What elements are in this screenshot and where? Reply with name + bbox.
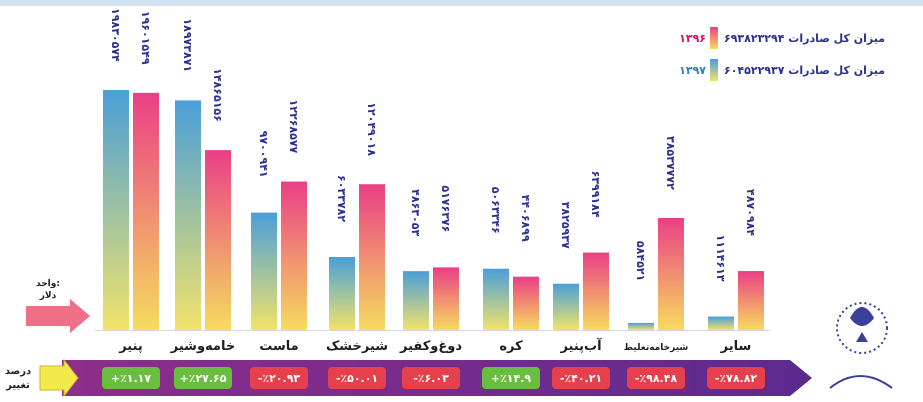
percent-change-label: +٪۱.۱۷ — [111, 372, 152, 385]
value-label-1397: ۹۷۰۰۹۴۱ — [257, 131, 270, 178]
legend-swatch-1396 — [710, 27, 718, 49]
value-label-1396: ۶۳۹۹۱۸۴ — [589, 171, 602, 218]
bar-1397 — [628, 322, 654, 330]
percent-change-badge — [482, 367, 540, 389]
unit-label-line2: دلار — [39, 291, 57, 301]
percent-change-label: -٪۶.۰۳ — [413, 372, 449, 385]
bar-1396 — [433, 267, 459, 330]
bar-1396 — [583, 252, 609, 330]
category-group: ۵۸۴۵۲۱ ۳۸۵۳۷۷۷۲ شیرخامه‌تغلیظ -٪۹۸.۴۸ — [624, 136, 689, 389]
category-group: ۱۹۸۳۰۵۷۴ ۱۹۶۰۱۵۴۹ پنیر +٪۱.۱۷ — [102, 8, 160, 389]
value-label-1396: ۱۴۸۶۵۱۵۶ — [211, 68, 224, 122]
value-label-1396: ۵۱۷۶۳۷۶ — [439, 185, 452, 232]
bar-1397 — [251, 212, 277, 330]
unit-label-line1: واحد: — [36, 279, 60, 289]
bar-1396 — [281, 181, 307, 330]
association-logo — [829, 302, 893, 389]
percent-change-label: -٪۹۸.۴۸ — [635, 372, 678, 385]
value-label-1396: ۴۸۷۰۹۸۴ — [744, 189, 757, 236]
percent-change-badge — [102, 367, 160, 389]
value-label-1396: ۱۲۰۴۹۰۱۸ — [365, 102, 378, 156]
percent-change-badge — [174, 367, 232, 389]
value-label-1397: ۱۹۸۳۰۵۷۴ — [109, 8, 122, 62]
value-label-1397: ۶۰۳۳۷۸۲ — [335, 175, 348, 222]
category-group: ۱۱۱۴۶۱۳ ۴۸۷۰۹۸۴ سایر -٪۷۸.۸۲ — [707, 189, 765, 389]
category-label: شیرخامه‌تغلیظ — [624, 343, 689, 353]
value-label-1396: ۱۹۶۰۱۵۴۹ — [139, 11, 152, 65]
percent-change-badge — [328, 367, 386, 389]
bar-1396 — [359, 184, 385, 330]
percent-change-badge — [707, 367, 765, 389]
bar-1397 — [553, 283, 579, 330]
bar-1397 — [708, 316, 734, 330]
value-label-1396: ۴۴۰۶۸۹۹ — [519, 195, 532, 242]
bar-1397 — [483, 268, 509, 330]
percent-change-label: +٪۱۴.۹ — [491, 372, 532, 385]
percent-change-badge — [627, 367, 685, 389]
category-label: شیرخشک — [326, 339, 388, 354]
percent-change-title-line1: درصد — [5, 366, 31, 377]
value-label-1397: ۱۸۹۷۳۸۷۱ — [181, 18, 194, 72]
bar-1397 — [403, 271, 429, 330]
bar-1396 — [738, 271, 764, 330]
percent-change-label: +٪۲۷.۶۵ — [180, 372, 227, 385]
value-label-1397: ۳۸۲۵۹۳۷ — [559, 202, 572, 249]
percent-change-badge — [552, 367, 610, 389]
legend-year-1396: ۱۳۹۶ — [679, 32, 706, 45]
legend-label-1396: میزان کل صادرات — [788, 32, 885, 45]
bar-1397 — [175, 100, 201, 330]
legend-total-1397: ۶۰۴۵۲۲۹۳۷ — [724, 64, 785, 77]
category-group: ۱۸۹۷۳۸۷۱ ۱۴۸۶۵۱۵۶ خامه‌وشیر +٪۲۷.۶۵ — [170, 18, 235, 389]
bar-1396 — [205, 150, 231, 330]
bar-1396 — [133, 92, 159, 330]
legend-swatch-1397 — [710, 59, 718, 81]
unit-indicator: واحد: دلار — [26, 279, 90, 333]
category-label: خامه‌وشیر — [170, 339, 235, 354]
unit-arrow-icon — [26, 299, 90, 333]
category-label: آب‌پنیر — [559, 337, 602, 354]
legend-total-1396: ۶۹۳۸۲۳۲۹۴ — [724, 32, 785, 45]
category-label: دوغ‌وکفیر — [399, 339, 462, 354]
bars-layer: ۱۹۸۳۰۵۷۴ ۱۹۶۰۱۵۴۹ پنیر +٪۱.۱۷ ۱۸۹۷۳۸۷۱ ۱۴۸۶۵۱… — [95, 8, 770, 389]
category-group: ۶۰۳۳۷۸۲ ۱۲۰۴۹۰۱۸ شیرخشک -٪۵۰.۰۱ — [326, 102, 388, 389]
legend-text-1396: ۶۹۳۸۲۳۲۹۴ میزان کل صادرات — [724, 32, 885, 45]
category-group: ۴۸۶۳۰۵۳ ۵۱۷۶۳۷۶ دوغ‌وکفیر -٪۶.۰۳ — [399, 185, 462, 389]
percent-change-label: -٪۴۰.۲۱ — [560, 372, 602, 385]
category-group: ۳۸۲۵۹۳۷ ۶۳۹۹۱۸۴ آب‌پنیر -٪۴۰.۲۱ — [552, 171, 610, 389]
bar-1397 — [103, 90, 129, 331]
value-label-1396: ۱۲۲۶۸۵۷۷ — [287, 100, 300, 154]
category-group: ۹۷۰۰۹۴۱ ۱۲۲۶۸۵۷۷ ماست -٪۲۰.۹۳ — [250, 100, 308, 389]
category-label: کره — [499, 339, 523, 354]
value-label-1397: ۱۱۱۴۶۱۳ — [714, 235, 727, 282]
percent-change-label: -٪۷۸.۸۲ — [715, 372, 758, 385]
category-label: پنیر — [118, 339, 143, 354]
percent-change-badge — [250, 367, 308, 389]
bar-1396 — [658, 218, 684, 330]
percent-change-badge — [402, 367, 460, 389]
legend: ۱۳۹۶ ۶۹۳۸۲۳۲۹۴ میزان کل صادرات ۱۳۹۷ ۶۰۴۵… — [679, 27, 885, 81]
category-label: ماست — [259, 339, 298, 354]
category-label: سایر — [720, 339, 752, 354]
bar-1396 — [513, 276, 539, 330]
legend-text-1397: ۶۰۴۵۲۲۹۳۷ میزان کل صادرات — [724, 64, 885, 77]
value-label-1397: ۵۸۴۵۲۱ — [634, 241, 647, 281]
value-label-1397: ۵۰۶۳۳۴۶ — [489, 187, 502, 234]
percent-change-title-line2: تغییر — [5, 380, 30, 391]
category-group: ۵۰۶۳۳۴۶ ۴۴۰۶۸۹۹ کره +٪۱۴.۹ — [482, 187, 540, 389]
legend-year-1397: ۱۳۹۷ — [679, 64, 706, 77]
value-label-1396: ۳۸۵۳۷۷۷۲ — [664, 136, 677, 190]
percent-change-label: -٪۵۰.۰۱ — [336, 372, 378, 385]
bar-1397 — [329, 256, 355, 330]
top-strip — [0, 0, 923, 6]
value-label-1397: ۴۸۶۳۰۵۳ — [409, 189, 422, 236]
legend-label-1397: میزان کل صادرات — [788, 64, 885, 77]
percent-change-label: -٪۲۰.۹۳ — [258, 372, 301, 385]
